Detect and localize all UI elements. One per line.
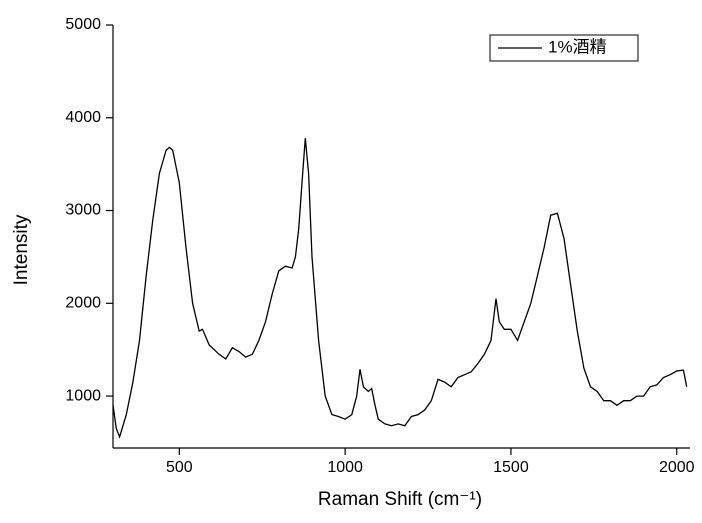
x-tick-label: 1000 [327, 459, 363, 476]
y-tick-label: 3000 [65, 202, 101, 219]
x-tick-label: 500 [166, 459, 193, 476]
y-tick-label: 1000 [65, 387, 101, 404]
y-tick-label: 5000 [65, 16, 101, 33]
x-tick-label: 2000 [659, 459, 695, 476]
y-tick-label: 2000 [65, 295, 101, 312]
y-tick-label: 4000 [65, 109, 101, 126]
legend-label: 1%酒精 [548, 37, 607, 56]
x-tick-label: 1500 [493, 459, 529, 476]
x-axis-title: Raman Shift (cm⁻¹) [318, 489, 482, 510]
y-axis-title: Intensity [11, 214, 32, 285]
spectrum-line [112, 138, 688, 439]
